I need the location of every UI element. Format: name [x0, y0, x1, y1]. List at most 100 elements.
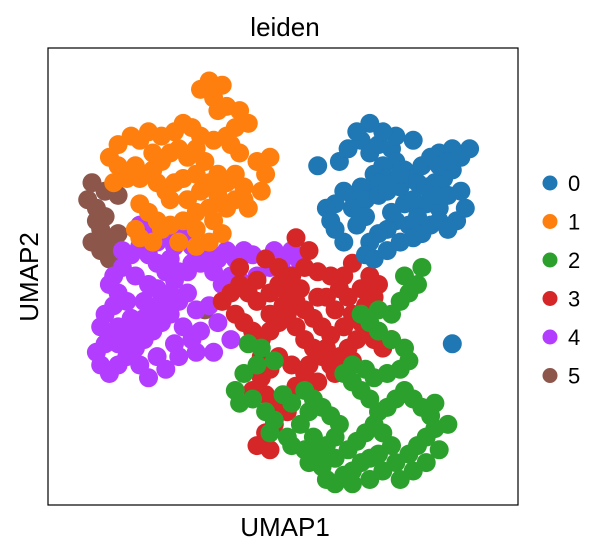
point-cluster-4 [112, 241, 132, 261]
point-cluster-0 [390, 164, 410, 184]
point-cluster-2 [425, 393, 445, 413]
point-cluster-3 [286, 228, 306, 248]
legend-label-5: 5 [568, 364, 580, 389]
plot-frame [47, 47, 519, 506]
point-cluster-4 [139, 368, 158, 388]
point-cluster-0 [438, 152, 458, 171]
legend-label-4: 4 [568, 325, 580, 350]
point-cluster-2 [316, 470, 336, 489]
legend-item-3: 3 [542, 287, 580, 312]
point-cluster-1 [147, 173, 167, 193]
point-cluster-1 [152, 219, 171, 239]
point-cluster-0 [455, 198, 475, 218]
point-cluster-2 [342, 474, 362, 494]
point-cluster-4 [134, 291, 154, 311]
x-axis-label: UMAP1 [240, 512, 330, 542]
point-cluster-1 [251, 181, 271, 201]
legend-marker-2 [542, 252, 558, 268]
point-cluster-1 [234, 190, 254, 210]
legend: 0 1 2 3 4 5 [542, 171, 580, 389]
point-cluster-5 [86, 211, 106, 231]
point-cluster-4 [95, 334, 115, 354]
y-axis-label: UMAP2 [14, 232, 44, 322]
point-cluster-3 [212, 291, 232, 311]
point-cluster-3 [316, 287, 336, 307]
point-cluster-3 [316, 338, 336, 358]
series-0-points [308, 113, 480, 354]
point-cluster-2 [251, 338, 271, 358]
point-cluster-1 [169, 232, 189, 252]
legend-label-2: 2 [568, 248, 580, 273]
point-cluster-0 [382, 202, 401, 222]
point-cluster-1 [143, 143, 163, 163]
point-cluster-2 [351, 304, 371, 324]
point-cluster-0 [460, 139, 480, 159]
legend-marker-0 [542, 175, 558, 191]
point-cluster-2 [390, 470, 410, 489]
point-cluster-2 [264, 351, 284, 371]
point-cluster-4 [204, 342, 224, 362]
legend-item-0: 0 [542, 171, 580, 196]
point-cluster-1 [160, 190, 180, 210]
point-cluster-0 [442, 334, 462, 354]
point-cluster-4 [121, 308, 141, 328]
point-cluster-1 [125, 156, 145, 176]
point-cluster-3 [247, 270, 267, 290]
legend-marker-1 [542, 214, 558, 229]
series-1-points [99, 71, 280, 256]
point-cluster-3 [299, 241, 319, 261]
point-cluster-2 [438, 414, 458, 434]
point-cluster-4 [182, 253, 202, 273]
legend-item-4: 4 [542, 325, 580, 350]
point-cluster-4 [191, 321, 210, 341]
point-cluster-4 [178, 283, 197, 303]
legend-label-3: 3 [568, 287, 580, 312]
point-cluster-3 [230, 258, 250, 277]
point-cluster-4 [169, 347, 189, 367]
legend-item-5: 5 [542, 364, 580, 389]
point-cluster-2 [429, 440, 449, 460]
point-cluster-1 [186, 236, 206, 256]
point-cluster-2 [303, 389, 323, 409]
point-cluster-4 [208, 313, 228, 333]
point-cluster-2 [412, 258, 432, 277]
point-cluster-1 [130, 194, 150, 214]
point-cluster-4 [186, 300, 206, 320]
point-cluster-2 [260, 423, 280, 443]
point-cluster-2 [303, 427, 323, 447]
point-cluster-3 [260, 440, 280, 460]
point-cluster-5 [108, 224, 128, 244]
point-cluster-4 [221, 330, 241, 350]
point-cluster-0 [356, 207, 375, 227]
point-cluster-1 [221, 135, 241, 155]
point-cluster-0 [403, 130, 423, 150]
point-cluster-0 [338, 139, 358, 159]
point-cluster-2 [230, 393, 250, 413]
legend-item-1: 1 [542, 210, 580, 235]
point-cluster-3 [260, 304, 280, 324]
point-cluster-1 [247, 152, 267, 171]
point-cluster-0 [334, 232, 354, 252]
points-layer [78, 71, 480, 494]
series-2-points [225, 258, 458, 494]
point-cluster-4 [125, 266, 145, 286]
point-cluster-2 [234, 364, 254, 383]
point-cluster-4 [156, 359, 176, 379]
point-cluster-1 [208, 101, 228, 121]
point-cluster-3 [299, 355, 319, 375]
point-cluster-1 [104, 173, 124, 193]
point-cluster-4 [186, 342, 206, 362]
legend-item-2: 2 [542, 248, 580, 273]
legend-label-0: 0 [568, 171, 580, 196]
point-cluster-0 [403, 190, 423, 210]
point-cluster-2 [395, 266, 414, 286]
point-cluster-0 [451, 181, 471, 201]
legend-marker-5 [542, 368, 558, 383]
chart-title: leiden [250, 12, 319, 42]
point-cluster-0 [347, 122, 367, 142]
point-cluster-0 [425, 185, 445, 205]
legend-label-1: 1 [568, 210, 580, 235]
point-cluster-0 [308, 156, 328, 176]
legend-marker-3 [542, 291, 558, 306]
